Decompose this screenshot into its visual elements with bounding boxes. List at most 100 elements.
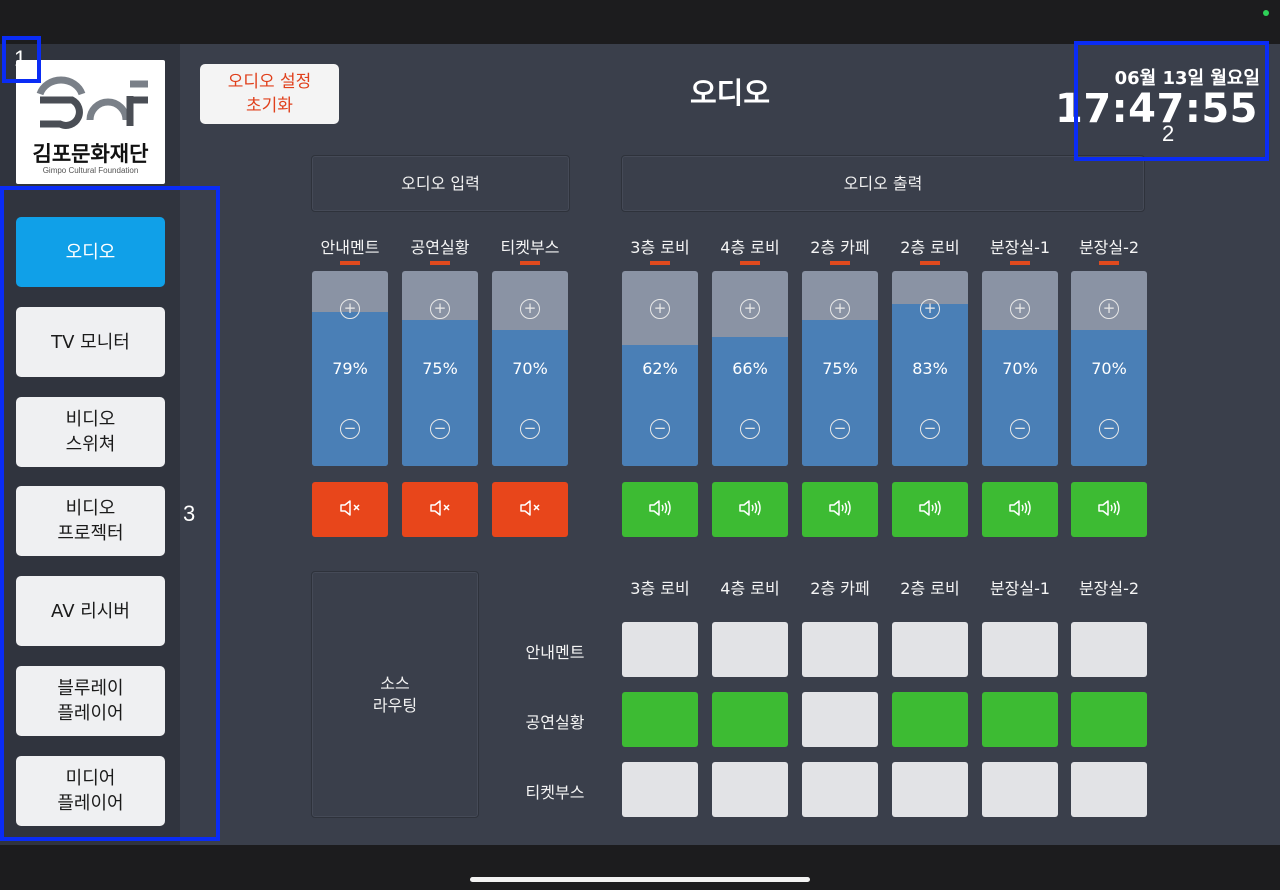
sidebar-item-tv-monitor[interactable]: TV 모니터 <box>16 307 165 377</box>
plus-circle-icon[interactable]: + <box>430 299 450 319</box>
fader-level-value: 79% <box>332 359 368 378</box>
plus-circle-icon[interactable]: + <box>1010 299 1030 319</box>
routing-cell[interactable] <box>622 692 698 747</box>
routing-cell[interactable] <box>622 762 698 817</box>
input-channel-indicator <box>430 261 450 265</box>
routing-column-label: 2층 카페 <box>810 579 870 598</box>
input-mute-button[interactable] <box>402 482 478 537</box>
input-mute-button[interactable] <box>492 482 568 537</box>
sidebar-item-video-projector[interactable]: 비디오 프로젝터 <box>16 486 165 556</box>
minus-circle-icon[interactable]: − <box>1099 419 1119 439</box>
plus-circle-icon[interactable]: + <box>520 299 540 319</box>
fader-level-fill <box>802 319 878 466</box>
speaker-muted-icon <box>338 498 362 522</box>
output-channel-indicator <box>920 261 940 265</box>
output-channel-label: 분장실-2 <box>1078 238 1140 257</box>
minus-circle-icon[interactable]: − <box>740 419 760 439</box>
plus-circle-icon[interactable]: + <box>650 299 670 319</box>
speaker-on-icon <box>1007 498 1033 522</box>
input-volume-fader[interactable]: +70% − <box>492 271 568 466</box>
output-mute-button[interactable] <box>1071 482 1147 537</box>
reset-audio-settings-button[interactable]: 오디오 설정 초기화 <box>200 64 339 124</box>
routing-cell[interactable] <box>982 762 1058 817</box>
output-volume-fader[interactable]: +66% − <box>712 271 788 466</box>
fader-level-fill <box>312 311 388 466</box>
output-mute-button[interactable] <box>982 482 1058 537</box>
output-channel-indicator <box>650 261 670 265</box>
routing-column-label: 분장실-2 <box>1078 579 1140 598</box>
fader-level-value: 66% <box>732 359 768 378</box>
input-channel-indicator <box>340 261 360 265</box>
minus-circle-icon[interactable]: − <box>340 419 360 439</box>
minus-circle-icon[interactable]: − <box>830 419 850 439</box>
minus-circle-icon[interactable]: − <box>920 419 940 439</box>
plus-circle-icon[interactable]: + <box>1099 299 1119 319</box>
input-volume-fader[interactable]: +79% − <box>312 271 388 466</box>
home-indicator[interactable] <box>470 877 810 882</box>
speaker-muted-icon <box>428 498 452 522</box>
output-volume-fader[interactable]: +70% − <box>982 271 1058 466</box>
plus-circle-icon[interactable]: + <box>740 299 760 319</box>
minus-circle-icon[interactable]: − <box>430 419 450 439</box>
output-mute-button[interactable] <box>802 482 878 537</box>
minus-circle-icon[interactable]: − <box>1010 419 1030 439</box>
input-volume-fader[interactable]: +75% − <box>402 271 478 466</box>
annotation-box-3 <box>0 186 220 841</box>
routing-cell[interactable] <box>712 692 788 747</box>
routing-cell[interactable] <box>982 692 1058 747</box>
routing-cell[interactable] <box>1071 622 1147 677</box>
plus-circle-icon[interactable]: + <box>830 299 850 319</box>
input-channel-label: 티켓부스 <box>500 238 560 257</box>
output-channel-label: 3층 로비 <box>630 238 690 257</box>
output-mute-button[interactable] <box>622 482 698 537</box>
speaker-on-icon <box>737 498 763 522</box>
minus-circle-icon[interactable]: − <box>520 419 540 439</box>
minus-circle-icon[interactable]: − <box>650 419 670 439</box>
output-volume-fader[interactable]: +83% − <box>892 271 968 466</box>
output-volume-fader[interactable]: +75% − <box>802 271 878 466</box>
sidebar-item-audio[interactable]: 오디오 <box>16 217 165 287</box>
routing-cell[interactable] <box>1071 762 1147 817</box>
output-mute-button[interactable] <box>712 482 788 537</box>
routing-column-label: 4층 로비 <box>720 579 780 598</box>
fader-level-fill <box>622 345 698 466</box>
routing-cell[interactable] <box>892 622 968 677</box>
sidebar-item-video-switcher[interactable]: 비디오 스위쳐 <box>16 397 165 467</box>
date-display: 06월 13일 월요일 <box>1114 68 1260 89</box>
plus-circle-icon[interactable]: + <box>920 299 940 319</box>
input-mute-button[interactable] <box>312 482 388 537</box>
output-volume-fader[interactable]: +62% − <box>622 271 698 466</box>
routing-cell[interactable] <box>892 692 968 747</box>
logo-korean-text: 김포문화재단 <box>32 142 149 166</box>
routing-column-label: 3층 로비 <box>630 579 690 598</box>
output-channel-indicator <box>830 261 850 265</box>
routing-row-label: 티켓부스 <box>525 783 585 802</box>
fader-level-value: 70% <box>512 359 548 378</box>
routing-cell[interactable] <box>982 622 1058 677</box>
input-channel-label: 공연실황 <box>410 238 470 257</box>
routing-cell[interactable] <box>802 762 878 817</box>
annotation-box-1 <box>2 36 41 83</box>
sidebar-item-bluray-player[interactable]: 블루레이 플레이어 <box>16 666 165 736</box>
routing-cell[interactable] <box>712 622 788 677</box>
annotation-label-2: 2 <box>1162 121 1175 146</box>
routing-cell[interactable] <box>1071 692 1147 747</box>
sidebar-item-media-player[interactable]: 미디어 플레이어 <box>16 756 165 826</box>
routing-cell[interactable] <box>802 622 878 677</box>
sidebar-item-av-receiver[interactable]: AV 리시버 <box>16 576 165 646</box>
routing-cell[interactable] <box>712 762 788 817</box>
routing-cell[interactable] <box>892 762 968 817</box>
routing-cell[interactable] <box>802 692 878 747</box>
output-channel-indicator <box>740 261 760 265</box>
speaker-on-icon <box>647 498 673 522</box>
gcf-logo-mark-icon <box>36 76 148 129</box>
routing-cell[interactable] <box>622 622 698 677</box>
speaker-on-icon <box>917 498 943 522</box>
routing-column-label: 2층 로비 <box>900 579 960 598</box>
routing-column-label: 분장실-1 <box>989 579 1051 598</box>
annotation-label-3: 3 <box>183 501 196 526</box>
output-mute-button[interactable] <box>892 482 968 537</box>
output-volume-fader[interactable]: +70% − <box>1071 271 1147 466</box>
output-channel-label: 2층 카페 <box>810 238 870 257</box>
plus-circle-icon[interactable]: + <box>340 299 360 319</box>
